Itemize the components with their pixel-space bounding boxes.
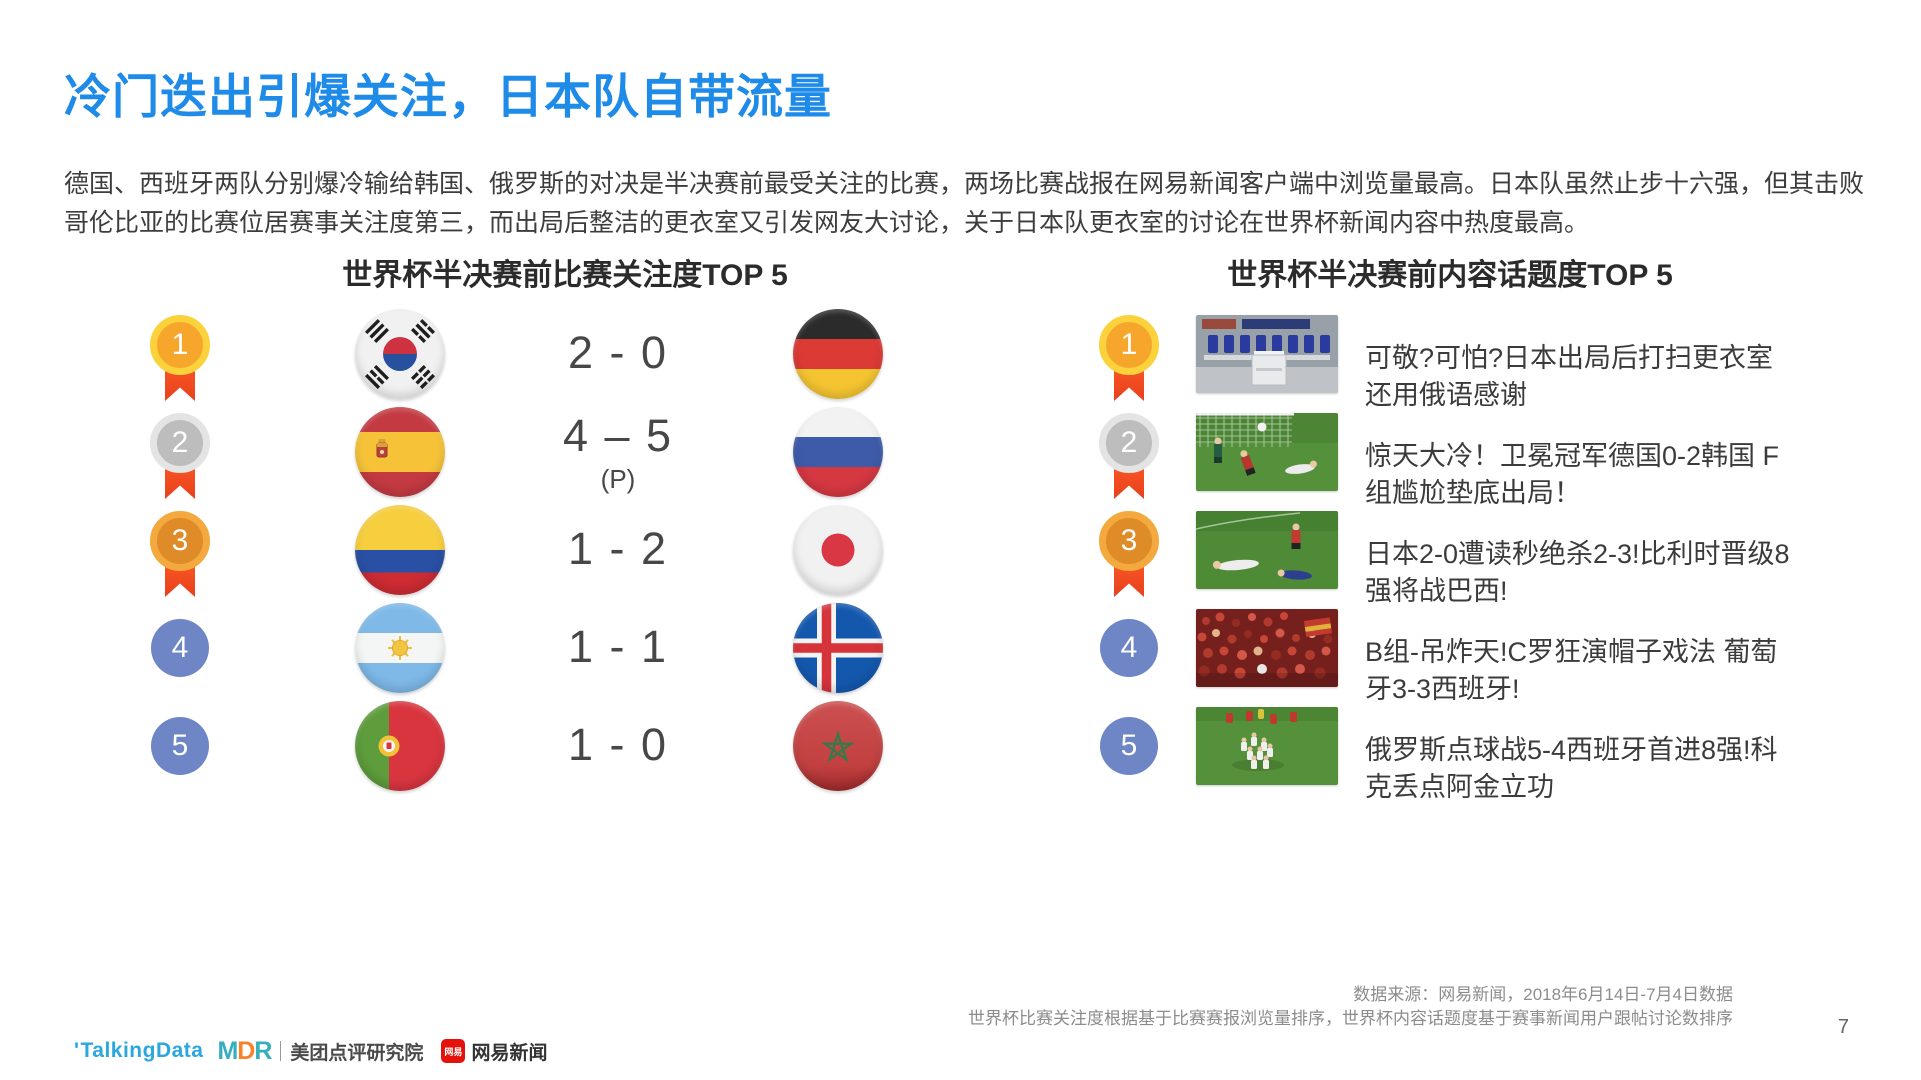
data-source-note: 数据来源：网易新闻，2018年6月14日-7月4日数据 世界杯比赛关注度根据基于… xyxy=(968,983,1733,1031)
iceland-flag-icon xyxy=(793,603,883,693)
left-ranking-title: 世界杯半决赛前比赛关注度TOP 5 xyxy=(342,259,788,292)
data-source-line-1: 数据来源：网易新闻，2018年6月14日-7月4日数据 xyxy=(1353,985,1733,1004)
silver-medal-icon: 2 xyxy=(150,411,210,507)
silver-medal-icon: 2 xyxy=(1099,411,1159,507)
rank-number: 3 xyxy=(1099,511,1159,571)
match-row-3: 3 1 - 2 xyxy=(0,501,1921,599)
match-row-4: 4 1 - 1 xyxy=(0,599,1921,697)
news-headline: 可敬?可怕?日本出局后打扫更衣室 还用俄语感谢 xyxy=(1365,343,1774,410)
news-headline: 俄罗斯点球战5-4西班牙首进8强!科克丢点阿金立功 xyxy=(1365,735,1778,802)
gold-medal-icon: 1 xyxy=(1099,313,1159,409)
bronze-medal-icon: 3 xyxy=(150,509,210,605)
score-cell: 1 - 2 xyxy=(568,501,668,599)
score-text: 1 - 0 xyxy=(567,719,669,770)
germany-korea-goal-thumbnail xyxy=(1196,413,1338,491)
rank-5-badge: 5 xyxy=(1100,717,1158,775)
japan-flag-icon xyxy=(793,505,883,595)
south-korea-flag-icon xyxy=(355,309,445,399)
meituan-dianping-institute-logo: 美团点评研究院 xyxy=(290,1042,424,1064)
news-headline: 日本2-0遭读秒绝杀2-3!比利时晋级8强将战巴西! xyxy=(1365,539,1790,606)
japan-locker-room-thumbnail xyxy=(1196,315,1338,393)
score-text: 1 - 1 xyxy=(567,621,669,672)
right-ranking-title: 世界杯半决赛前内容话题度TOP 5 xyxy=(1227,259,1673,292)
portugal-spain-fans-thumbnail xyxy=(1196,609,1338,687)
japan-belgium-match-thumbnail xyxy=(1196,511,1338,589)
gold-medal-icon: 1 xyxy=(150,313,210,409)
match-row-2: 2 4 – 5 (P) xyxy=(0,403,1921,501)
rank-number: 3 xyxy=(150,511,210,571)
netease-news-logo: 网易新闻 xyxy=(471,1042,548,1064)
topic-row-2: 2 惊天大冷！卫冕冠军德国0-2韩国 F组尴尬垫底出局！ xyxy=(0,403,1921,508)
page-title: 冷门迭出引爆关注，日本队自带流量 xyxy=(64,70,832,123)
talkingdata-logo: TalkingData xyxy=(74,1039,203,1063)
rank-number: 2 xyxy=(150,413,210,473)
score-text: 1 - 2 xyxy=(567,523,669,574)
score-cell: 1 - 1 xyxy=(568,599,668,697)
score-cell: 1 - 0 xyxy=(568,697,668,795)
score-text: 2 - 0 xyxy=(567,327,669,378)
footer-logos: TalkingData MDR 美团点评研究院 网易 网易新闻 xyxy=(74,1036,548,1066)
rank-4-badge: 4 xyxy=(1100,619,1158,677)
score-note: (P) xyxy=(600,463,636,494)
bronze-medal-icon: 3 xyxy=(1099,509,1159,605)
rank-5-badge: 5 xyxy=(151,717,209,775)
mdr-logo: MDR xyxy=(217,1036,272,1065)
news-headline: 惊天大冷！卫冕冠军德国0-2韩国 F组尴尬垫底出局！ xyxy=(1365,441,1780,508)
topic-row-4: 4 B组-吊炸天!C罗狂演帽子戏法 葡萄牙3-3西班牙! xyxy=(0,599,1921,704)
rank-number: 1 xyxy=(1099,315,1159,375)
topic-row-5: 5 俄罗斯点球战5-4西班牙首进8强!科克丢点阿金立功 xyxy=(0,697,1921,802)
morocco-flag-icon xyxy=(793,701,883,791)
page-number: 7 xyxy=(1837,1016,1849,1038)
data-source-line-2: 世界杯比赛关注度根据基于比赛赛报浏览量排序，世界杯内容话题度基于赛事新闻用户跟帖… xyxy=(968,1009,1733,1028)
intro-paragraph: 德国、西班牙两队分别爆冷输给韩国、俄罗斯的对决是半决赛前最受关注的比赛，两场比赛… xyxy=(64,170,1865,237)
topic-row-1: 1 可敬?可怕?日本出局后打扫更衣室 还用俄语感谢 xyxy=(0,305,1921,410)
score-text: 4 – 5 xyxy=(562,409,674,461)
score-cell: 4 – 5 (P) xyxy=(563,403,673,501)
rank-4-badge: 4 xyxy=(151,619,209,677)
logo-divider xyxy=(280,1041,282,1061)
news-headline: B组-吊炸天!C罗狂演帽子戏法 葡萄牙3-3西班牙! xyxy=(1365,637,1778,704)
topic-row-3: 3 日本2-0遭读秒绝杀2-3!比利时晋级8强将战巴西! xyxy=(0,501,1921,606)
rank-number: 2 xyxy=(1099,413,1159,473)
rank-number: 1 xyxy=(150,315,210,375)
score-cell: 2 - 0 xyxy=(568,305,668,403)
match-row-5: 5 1 - 0 xyxy=(0,697,1921,795)
match-row-1: 1 2 - 0 xyxy=(0,305,1921,403)
netease-logo-icon: 网易 xyxy=(441,1039,466,1063)
russia-penalty-celebration-thumbnail xyxy=(1196,707,1338,785)
